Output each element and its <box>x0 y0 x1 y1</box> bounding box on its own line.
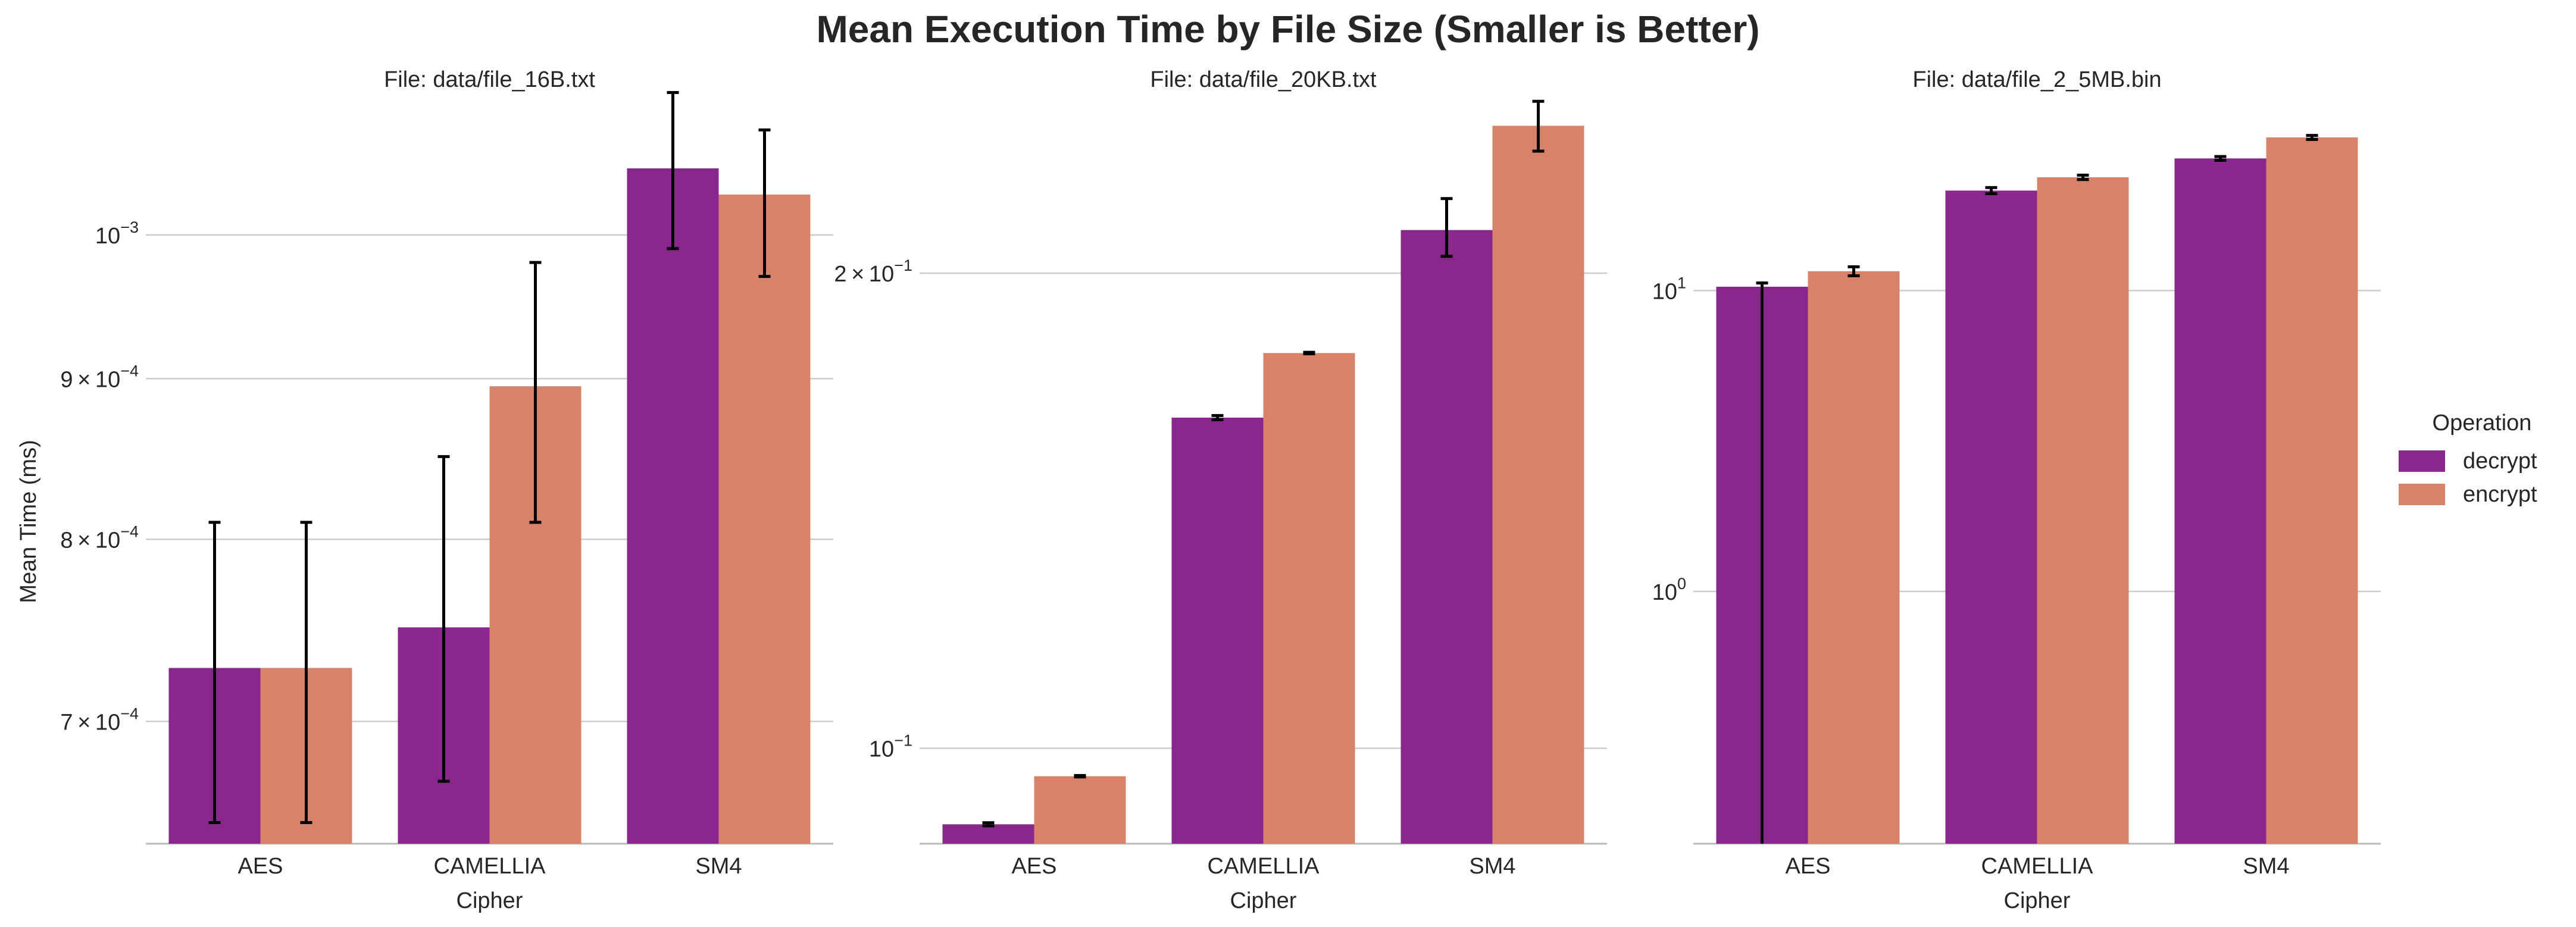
bar-encrypt-aes <box>1034 776 1126 844</box>
legend-item-encrypt: encrypt <box>2399 478 2565 511</box>
bar-decrypt-sm4 <box>2174 158 2266 844</box>
legend-swatch-decrypt <box>2399 450 2445 472</box>
bar-decrypt-camellia <box>1945 190 2037 844</box>
y-tick-label: 2 × 10−1 <box>834 256 912 287</box>
x-axis-label: Cipher <box>2004 888 2071 913</box>
bar-encrypt-aes <box>1808 271 1900 844</box>
x-tick-label: AES <box>1785 854 1830 879</box>
bar-decrypt-camellia <box>1171 417 1264 844</box>
legend: Operation decrypt encrypt <box>2399 411 2565 511</box>
legend-item-decrypt: decrypt <box>2399 444 2565 478</box>
subplot-1: 7 × 10−4 8 × 10−4 9 × 10−4 10−3 AES CAMELLIA S… <box>16 67 833 913</box>
y-tick-label: 9 × 10−4 <box>60 362 139 392</box>
y-tick-label: 10−3 <box>95 218 139 249</box>
bar-encrypt-camellia <box>2037 177 2129 844</box>
subplot-2: 10−1 2 × 10−1 AES CAMELLIA SM4 File: data/fil… <box>834 67 1607 913</box>
x-tick-label: SM4 <box>695 854 742 879</box>
x-tick-label: CAMELLIA <box>1208 854 1320 879</box>
figure-title: Mean Execution Time by File Size (Smalle… <box>816 8 1760 51</box>
y-tick-label: 101 <box>1652 274 1686 304</box>
legend-label-decrypt: decrypt <box>2463 448 2537 474</box>
legend-title: Operation <box>2432 411 2532 436</box>
subplot-3: 100 101 AES CAMELLIA SM4 File: data/file_2_5M… <box>1652 67 2381 913</box>
x-axis-label: Cipher <box>457 888 523 913</box>
bar-encrypt-camellia <box>1263 353 1355 844</box>
y-tick-label: 10−1 <box>869 732 912 762</box>
x-tick-label: AES <box>1011 854 1056 879</box>
bar-encrypt-sm4 <box>1492 126 1584 844</box>
y-tick-label: 8 × 10−4 <box>60 522 139 553</box>
subplot-title: File: data/file_2_5MB.bin <box>1912 67 2161 92</box>
subplot-title: File: data/file_16B.txt <box>384 67 595 92</box>
x-tick-label: CAMELLIA <box>434 854 546 879</box>
bar-decrypt-sm4 <box>1400 230 1493 844</box>
legend-swatch-encrypt <box>2399 484 2445 505</box>
legend-label-encrypt: encrypt <box>2463 481 2537 507</box>
x-tick-label: SM4 <box>2243 854 2289 879</box>
bar-encrypt-sm4 <box>718 195 811 844</box>
bar-decrypt-sm4 <box>627 168 719 844</box>
x-axis-label: Cipher <box>1230 888 1297 913</box>
subplot-title: File: data/file_20KB.txt <box>1150 67 1377 92</box>
x-tick-label: AES <box>237 854 283 879</box>
y-axis-label: Mean Time (ms) <box>16 440 41 603</box>
bar-decrypt-aes <box>942 824 1034 844</box>
bar-encrypt-sm4 <box>2266 137 2358 844</box>
x-tick-label: CAMELLIA <box>1981 854 2094 879</box>
y-tick-label: 7 × 10−4 <box>60 705 139 735</box>
y-tick-label: 100 <box>1652 575 1686 605</box>
x-tick-label: SM4 <box>1469 854 1515 879</box>
